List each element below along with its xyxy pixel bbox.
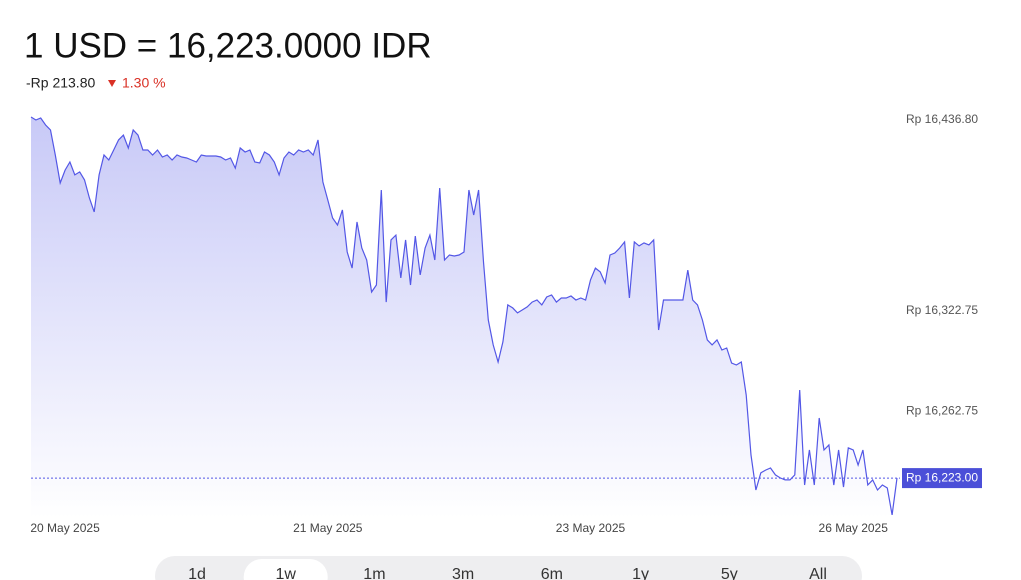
y-tick-label: Rp 16,436.80 xyxy=(906,112,978,126)
current-price-box xyxy=(902,468,982,489)
x-tick-label: 20 May 2025 xyxy=(30,521,100,535)
x-tick-label: 21 May 2025 xyxy=(293,521,363,535)
area-fill xyxy=(31,117,897,519)
range-tab[interactable]: All xyxy=(809,566,827,580)
price-line xyxy=(30,116,898,516)
chart-title: 1 USD = 16,223.0000 IDR xyxy=(24,26,432,65)
range-tab[interactable]: 3m xyxy=(452,566,474,580)
range-tab[interactable]: 1w xyxy=(275,566,296,580)
change: -Rp 213.80 xyxy=(26,75,95,91)
y-tick-label: Rp 16,262.75 xyxy=(906,404,978,418)
y-tick-label: Rp 16,322.75 xyxy=(906,303,978,317)
x-tick-label: 26 May 2025 xyxy=(819,521,889,535)
selected-tab xyxy=(243,559,328,580)
range-tabs xyxy=(155,556,862,580)
range-tab[interactable]: 5y xyxy=(721,566,738,580)
change-percent: 1.30 % xyxy=(122,75,166,91)
range-tab[interactable]: 6m xyxy=(541,566,563,580)
down-arrow xyxy=(108,80,116,87)
current-price-label: Rp 16,223.00 xyxy=(906,470,978,484)
range-tab[interactable]: 1d xyxy=(188,566,206,580)
x-tick-label: 23 May 2025 xyxy=(556,521,626,535)
range-tab[interactable]: 1y xyxy=(632,566,649,580)
range-tab[interactable]: 1m xyxy=(363,566,385,580)
